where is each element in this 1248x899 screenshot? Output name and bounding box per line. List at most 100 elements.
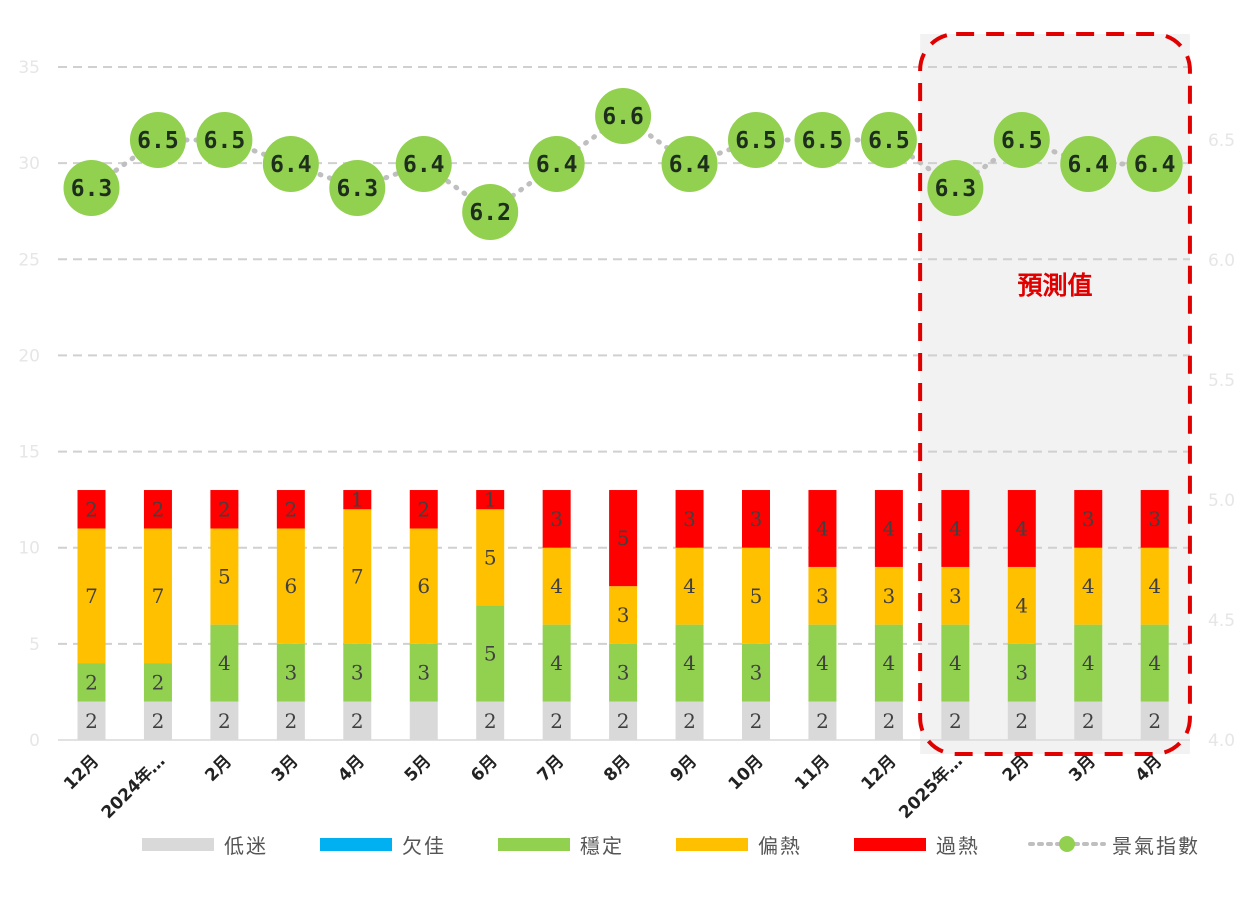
- x-tick-label: 5月: [401, 751, 436, 786]
- bar-segment-label: 3: [1148, 507, 1161, 531]
- y-left-tick-label: 20: [18, 346, 40, 366]
- legend-swatch-warm: [676, 837, 748, 851]
- bar-segment: [609, 490, 638, 587]
- bar-segment-label: 3: [617, 603, 630, 627]
- index-point-label: 6.4: [1067, 152, 1109, 178]
- y-right-tick-label: 5.0: [1208, 491, 1235, 511]
- index-point-marker: [462, 184, 519, 240]
- bar-segment: [77, 663, 106, 702]
- y-left-tick-label: 35: [18, 58, 40, 78]
- bar-segment-label: 4: [883, 651, 896, 675]
- bar-segment-label: 6: [417, 574, 430, 598]
- legend-label-index: 景氣指數: [1112, 833, 1200, 858]
- legend-swatch-slump: [142, 837, 214, 851]
- index-point-label: 6.5: [204, 128, 246, 154]
- bar-segment: [1140, 547, 1169, 625]
- legend-label-slump: 低迷: [224, 833, 268, 858]
- bar-segment-label: 2: [1148, 709, 1161, 733]
- bar-segment: [276, 528, 305, 644]
- bar-segment: [210, 701, 239, 740]
- bar-segment: [542, 490, 571, 548]
- bar-segment-label: 4: [1148, 574, 1161, 598]
- index-line-series: 6.3 6.5 6.5 6.4 6.3 6.4 6.2 6.4 6.6 6.4 6.5 6.5 6.5 6…: [63, 88, 1183, 240]
- bar-segment: [276, 643, 305, 702]
- stacked-bars: 2 2 7 2 2 2 7 2 2 4 5 2 2 3 6 2 2 3 7 1 3 6 2 2 5 5 1 2 4 4 3 2 3 3 5 2 4 4 3 2…: [77, 488, 1169, 740]
- bar-segment-label: 4: [550, 651, 563, 675]
- bar-segment: [343, 509, 372, 644]
- index-point-label: 6.4: [403, 152, 445, 178]
- y-left-tick-label: 30: [18, 154, 40, 174]
- bar-segment: [808, 624, 837, 702]
- bar-segment-label: 2: [85, 497, 98, 521]
- bar-segment-label: 2: [949, 709, 962, 733]
- bar-segment-label: 3: [1015, 661, 1028, 685]
- bar-segment: [1007, 643, 1036, 702]
- bar-segment-label: 4: [1015, 593, 1028, 617]
- bar-segment: [542, 624, 571, 702]
- bar-segment: [476, 509, 505, 606]
- bar-segment: [1007, 701, 1036, 740]
- bar-segment: [808, 490, 837, 567]
- index-point-label: 6.4: [1134, 152, 1176, 178]
- index-point-label: 6.5: [735, 128, 777, 154]
- x-tick-label: 3月: [1065, 751, 1100, 786]
- legend-item-poor: 欠佳: [320, 824, 446, 864]
- bar-segment: [77, 490, 106, 529]
- bar-segment: [476, 605, 505, 702]
- bar-segment-label: 2: [617, 709, 630, 733]
- index-point-marker: [993, 112, 1050, 168]
- index-point-label: 6.5: [802, 128, 844, 154]
- bar-segment: [1007, 490, 1036, 567]
- bar-segment: [343, 701, 372, 740]
- bar-segment-label: 4: [683, 651, 696, 675]
- bar-segment-label: 4: [218, 651, 231, 675]
- index-point-marker: [329, 160, 386, 216]
- index-point-label: 6.4: [270, 152, 312, 178]
- bar-segment-label: 4: [550, 574, 563, 598]
- bar-segment-label: 4: [683, 574, 696, 598]
- bar-segment-label: 4: [1148, 651, 1161, 675]
- bar-segment-label: 3: [351, 661, 364, 685]
- bar-segment: [742, 547, 770, 644]
- bar-segment-label: 2: [683, 709, 696, 733]
- bar-segment-label: 2: [284, 709, 297, 733]
- bar-segment: [609, 701, 638, 740]
- bar-segment-label: 2: [484, 709, 497, 733]
- bar-segment-label: 2: [750, 709, 763, 733]
- bar-segment-label: 3: [949, 584, 962, 608]
- index-point-label: 6.2: [469, 200, 511, 226]
- bar-segment-label: 4: [949, 651, 962, 675]
- bar-segment: [941, 624, 970, 702]
- bar-segment-label: 2: [816, 709, 829, 733]
- bar-segment-label: 3: [750, 507, 763, 531]
- bar-segment-label: 2: [218, 497, 231, 521]
- bar-segment: [476, 490, 505, 510]
- legend-swatch-stable: [498, 837, 570, 851]
- bar-segment-label: 3: [750, 661, 763, 685]
- legend-swatch-poor: [320, 837, 392, 851]
- x-tick-label: 2月: [999, 751, 1034, 786]
- bar-segment-label: 4: [883, 516, 896, 540]
- bar-segment: [609, 643, 638, 702]
- bar-segment-label: 4: [1082, 574, 1095, 598]
- bar-segment-label: 2: [152, 709, 165, 733]
- bar-segment: [409, 701, 438, 740]
- index-point-marker: [927, 160, 984, 216]
- index-point-label: 6.5: [137, 128, 179, 154]
- index-point-label: 6.3: [71, 176, 113, 202]
- x-tick-label: 12月: [60, 751, 103, 794]
- bar-segment-label: 3: [816, 584, 829, 608]
- bar-segment: [143, 528, 172, 664]
- legend-item-overheat: 過熱: [854, 824, 980, 864]
- bar-segment-label: 3: [683, 507, 696, 531]
- index-point-marker: [1060, 136, 1117, 192]
- index-point-marker: [395, 136, 452, 192]
- y-right-tick-label: 6.5: [1208, 131, 1235, 151]
- index-point-marker: [794, 112, 851, 168]
- y-right-tick-label: 4.5: [1208, 611, 1235, 631]
- y-right-tick-label: 5.5: [1208, 371, 1235, 391]
- bar-segment: [1074, 624, 1103, 702]
- forecast-box: [918, 32, 1192, 756]
